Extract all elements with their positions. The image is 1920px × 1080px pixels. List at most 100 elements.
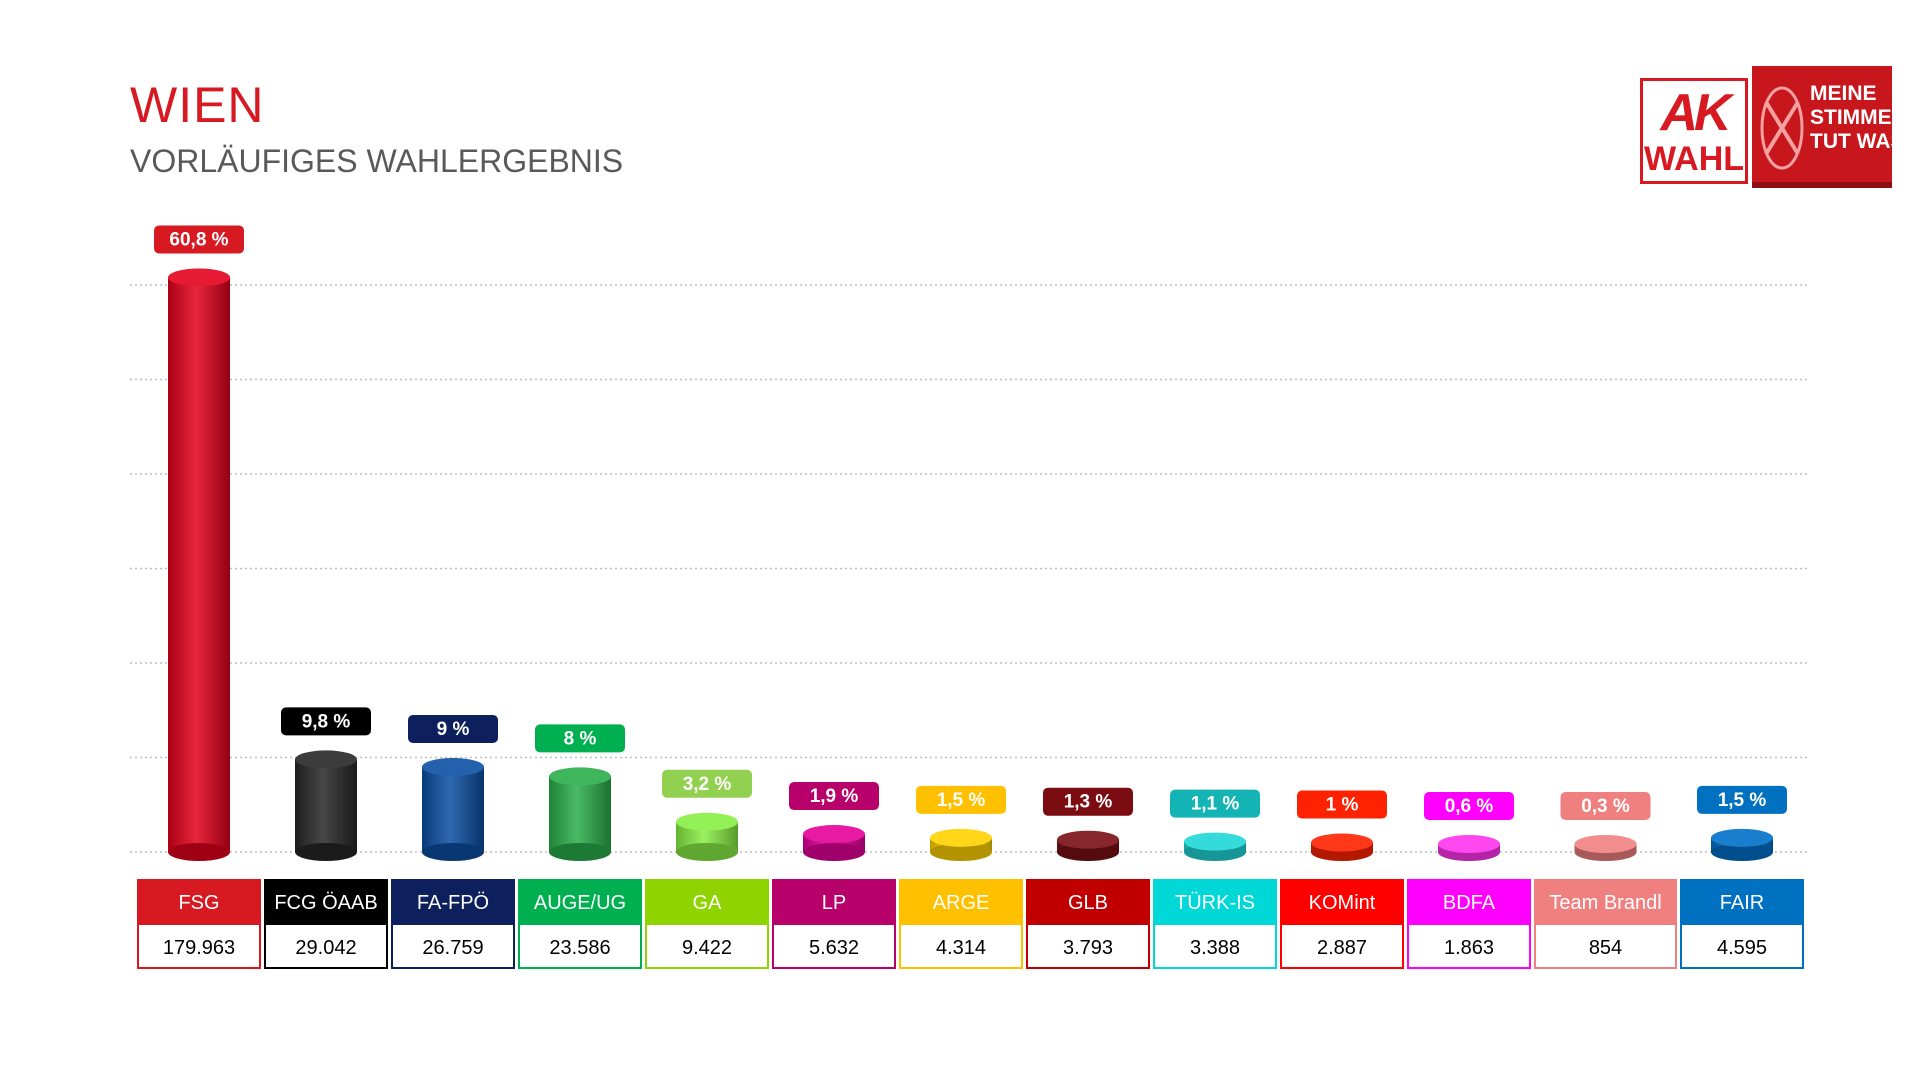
votes-value: 29.042 bbox=[295, 937, 356, 959]
party-name: TÜRK-IS bbox=[1175, 892, 1255, 914]
percent-label-bg bbox=[789, 782, 879, 811]
party-header-cell bbox=[1153, 879, 1277, 924]
votes-value: 9.422 bbox=[682, 937, 732, 959]
party-header-cell bbox=[772, 879, 896, 924]
votes-value: 26.759 bbox=[422, 937, 483, 959]
percent-label-bg bbox=[535, 724, 625, 753]
percent-label: 1,3 % bbox=[1064, 792, 1113, 813]
party-name: Team Brandl bbox=[1549, 892, 1661, 914]
votes-cell bbox=[518, 923, 642, 969]
party-name: AUGE/UG bbox=[534, 892, 626, 914]
page-title: WIEN bbox=[130, 77, 265, 133]
percent-label: 60,8 % bbox=[169, 229, 228, 250]
party-name: ARGE bbox=[933, 892, 990, 914]
bar-top bbox=[1711, 828, 1773, 847]
votes-cell bbox=[899, 923, 1023, 969]
percent-label: 1,5 % bbox=[1718, 790, 1767, 811]
votes-value: 4.314 bbox=[936, 937, 986, 959]
slogan-line-1: MEINE bbox=[1810, 82, 1877, 105]
party-header-cell bbox=[1680, 879, 1804, 924]
bar-top bbox=[803, 825, 865, 844]
party-name: GA bbox=[693, 892, 723, 914]
votes-cell bbox=[1407, 923, 1531, 969]
bar-top bbox=[1438, 835, 1500, 853]
votes-cell bbox=[1280, 923, 1404, 969]
party-name: GLB bbox=[1068, 892, 1108, 914]
party-name: FCG ÖAAB bbox=[274, 892, 377, 914]
percent-label-bg bbox=[662, 769, 752, 798]
percent-label: 0,6 % bbox=[1445, 796, 1494, 817]
party-header-cell bbox=[645, 879, 769, 924]
party-name: FAIR bbox=[1720, 892, 1764, 914]
slogan-text: MEINE STIMME TUT WAS. bbox=[1810, 82, 1910, 154]
percent-label-bg bbox=[916, 785, 1006, 814]
bar-base bbox=[803, 843, 865, 861]
percent-label-bg bbox=[1297, 790, 1387, 819]
votes-cell bbox=[772, 923, 896, 969]
bar-base bbox=[930, 843, 992, 861]
party-name: FA-FPÖ bbox=[417, 892, 489, 914]
slogan-line-2: STIMME bbox=[1810, 106, 1892, 129]
bar-top bbox=[168, 268, 230, 287]
slogan-line-3: TUT WAS. bbox=[1810, 130, 1911, 153]
page-subtitle: VORLÄUFIGES WAHLERGEBNIS bbox=[130, 143, 624, 179]
percent-label-bg bbox=[1697, 785, 1787, 814]
votes-value: 3.388 bbox=[1190, 937, 1240, 959]
ak-wahl-logo: AK WAHL MEINE STIMME TUT WAS. bbox=[1640, 66, 1910, 192]
percent-label-bg bbox=[1043, 787, 1133, 816]
slogan-cube: MEINE STIMME TUT WAS. bbox=[1752, 66, 1910, 188]
bar-top bbox=[295, 750, 357, 769]
bar bbox=[422, 766, 484, 852]
ak-logo-text: AK bbox=[1660, 84, 1731, 142]
bar-base bbox=[1711, 843, 1773, 861]
percent-label: 9 % bbox=[437, 719, 470, 740]
party-name: FSG bbox=[178, 892, 219, 914]
percent-label: 8 % bbox=[564, 728, 597, 749]
bar-top bbox=[1057, 830, 1119, 849]
party-header-cell bbox=[1280, 879, 1404, 924]
bar bbox=[168, 277, 230, 852]
bar bbox=[549, 776, 611, 852]
ak-logo-box: AK WAHL bbox=[1640, 78, 1748, 184]
percent-label-bg bbox=[281, 707, 371, 736]
ballot-cross-icon bbox=[1760, 86, 1804, 170]
votes-cell bbox=[137, 923, 261, 969]
votes-value: 854 bbox=[1589, 937, 1622, 959]
votes-cell bbox=[264, 923, 388, 969]
votes-value: 179.963 bbox=[163, 937, 235, 959]
percent-label-bg bbox=[1560, 792, 1651, 820]
votes-cell bbox=[1680, 923, 1804, 969]
party-header-cell bbox=[1407, 879, 1531, 924]
bar bbox=[295, 759, 357, 852]
party-header-cell bbox=[264, 879, 388, 924]
bar-top bbox=[1574, 835, 1637, 853]
party-header-cell bbox=[391, 879, 515, 924]
votes-value: 3.793 bbox=[1063, 937, 1113, 959]
bar-top bbox=[930, 828, 992, 847]
party-header-cell bbox=[1534, 879, 1677, 924]
bar-base bbox=[168, 843, 230, 861]
votes-cell bbox=[1534, 923, 1677, 969]
bar-top bbox=[549, 767, 611, 786]
votes-value: 2.887 bbox=[1317, 937, 1367, 959]
bar-base bbox=[549, 843, 611, 861]
votes-value: 1.863 bbox=[1444, 937, 1494, 959]
bar-base bbox=[295, 843, 357, 861]
party-header-cell bbox=[899, 879, 1023, 924]
percent-label: 9,8 % bbox=[302, 711, 351, 732]
percent-label: 1,1 % bbox=[1191, 794, 1240, 815]
party-header-cell bbox=[1026, 879, 1150, 924]
party-name: LP bbox=[822, 892, 846, 914]
percent-label-bg bbox=[408, 714, 498, 743]
bar-top bbox=[1311, 833, 1373, 852]
party-name: KOMint bbox=[1309, 892, 1376, 914]
percent-label: 1,9 % bbox=[810, 786, 859, 807]
bar-top bbox=[1184, 832, 1246, 851]
percent-label: 0,3 % bbox=[1581, 796, 1630, 817]
percent-label: 1 % bbox=[1326, 795, 1359, 816]
wahl-logo-text: WAHL bbox=[1643, 140, 1745, 178]
votes-cell bbox=[1153, 923, 1277, 969]
votes-cell bbox=[391, 923, 515, 969]
bar-top bbox=[676, 812, 738, 831]
